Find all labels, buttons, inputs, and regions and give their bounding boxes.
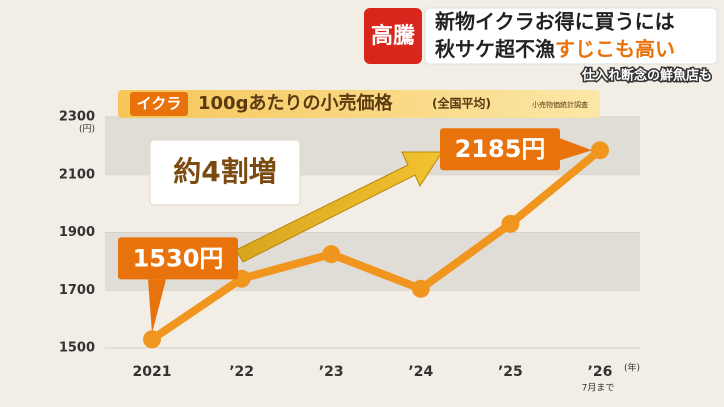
banner-tag: 高騰 (371, 23, 415, 49)
value-label: 2185円 (455, 135, 546, 163)
title-strip (118, 90, 600, 118)
banner-line2-b: すじこも高い (555, 37, 675, 61)
banner-box (424, 7, 718, 65)
chart-subtitle: (全国平均) (432, 96, 491, 111)
x-tick-label: ’22 (229, 364, 254, 380)
x-tick-label: 2021 (133, 364, 172, 380)
x-tick-label: ’23 (319, 364, 344, 380)
data-point (591, 141, 609, 160)
x-unit: (年) (624, 362, 640, 374)
x-tick-label: ’24 (408, 364, 433, 380)
data-point (501, 214, 520, 233)
value-label: 1530円 (133, 244, 224, 272)
banner-line2-a: 秋サケ超不漁 (435, 37, 555, 61)
label-box (118, 237, 238, 280)
title-tag-box (130, 92, 188, 116)
annotation: 約4割増 (173, 155, 276, 188)
banner-line2: 秋サケ超不漁すじこも高い (435, 37, 675, 61)
banner-tag-box (364, 8, 422, 64)
source: 小売物価統計調査 (532, 100, 588, 109)
y-unit: (円) (79, 124, 95, 135)
x-tick-label: ’26 (588, 364, 613, 380)
y-tick-label: 2100 (59, 167, 95, 182)
trend-arrow (235, 151, 443, 263)
label-box (440, 128, 560, 171)
label-pointer (148, 279, 166, 334)
subcaption: 仕入れ断念の鮮魚店も (581, 68, 712, 84)
data-point (411, 279, 430, 298)
x-tick-label: ’25 (498, 364, 523, 380)
data-point (143, 330, 161, 349)
label-pointer (560, 138, 592, 161)
y-tick-label: 1900 (59, 225, 95, 240)
banner-line1: 新物イクラお得に買うには (435, 10, 675, 34)
annotation-box (149, 139, 301, 206)
chart-title: 100gあたりの小売価格 (198, 92, 393, 114)
x-note: 7月まで (582, 383, 615, 394)
data-line (149, 147, 603, 343)
y-tick-label: 1500 (59, 341, 95, 356)
y-tick-label: 1700 (59, 283, 95, 298)
data-point (322, 245, 341, 264)
title-tag: イクラ (137, 95, 182, 113)
y-tick-label: 2300 (59, 110, 95, 125)
